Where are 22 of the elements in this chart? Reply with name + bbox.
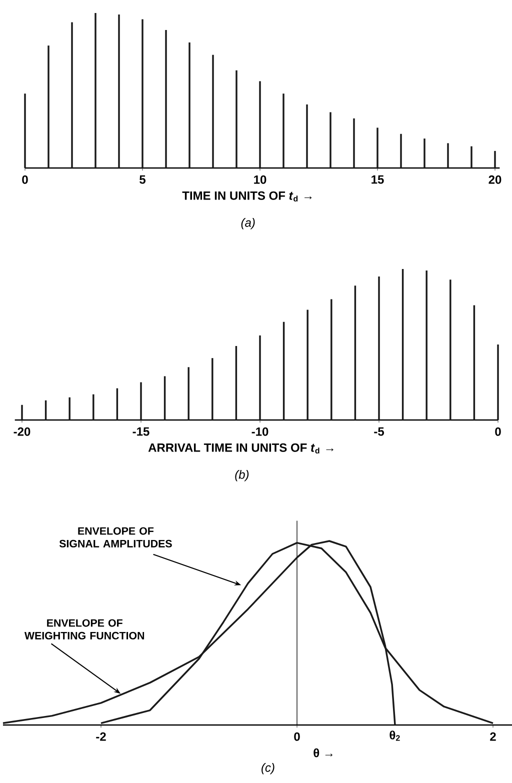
x-axis-title: ARRIVAL TIME IN UNITS OF t$_{d}$ → <box>148 443 334 454</box>
annotation: ENVELOPE OF SIGNAL AMPLITUDES <box>59 527 172 548</box>
x-tick-label: 20 <box>488 175 502 184</box>
text: (b) <box>235 470 249 482</box>
x-tick-label: -5 <box>374 427 384 436</box>
x-tick-label: 0 <box>495 427 501 436</box>
x-tick-label: -20 <box>14 427 30 436</box>
x-axis-title: TIME IN UNITS OF t$_{d}$ → <box>182 191 312 202</box>
x-tick-label: 2 <box>490 732 496 741</box>
x-tick-label: 15 <box>372 175 384 184</box>
x-tick-label: 0 <box>294 732 300 741</box>
x-tick-label: -10 <box>252 427 268 436</box>
text: (c) <box>262 763 274 774</box>
x-tick-label: 5 <box>140 175 146 184</box>
x-axis-title: θ → <box>314 748 333 758</box>
text: (a) <box>241 218 255 230</box>
x-tick-label: -2 <box>96 732 106 741</box>
x-tick-label: 10 <box>254 175 266 184</box>
annotation: θ$_{2}$ <box>390 730 400 741</box>
annotation: ENVELOPE OF WEIGHTING FUNCTION <box>24 619 144 640</box>
x-tick-label: 0 <box>22 175 28 184</box>
x-tick-label: -15 <box>132 427 150 436</box>
